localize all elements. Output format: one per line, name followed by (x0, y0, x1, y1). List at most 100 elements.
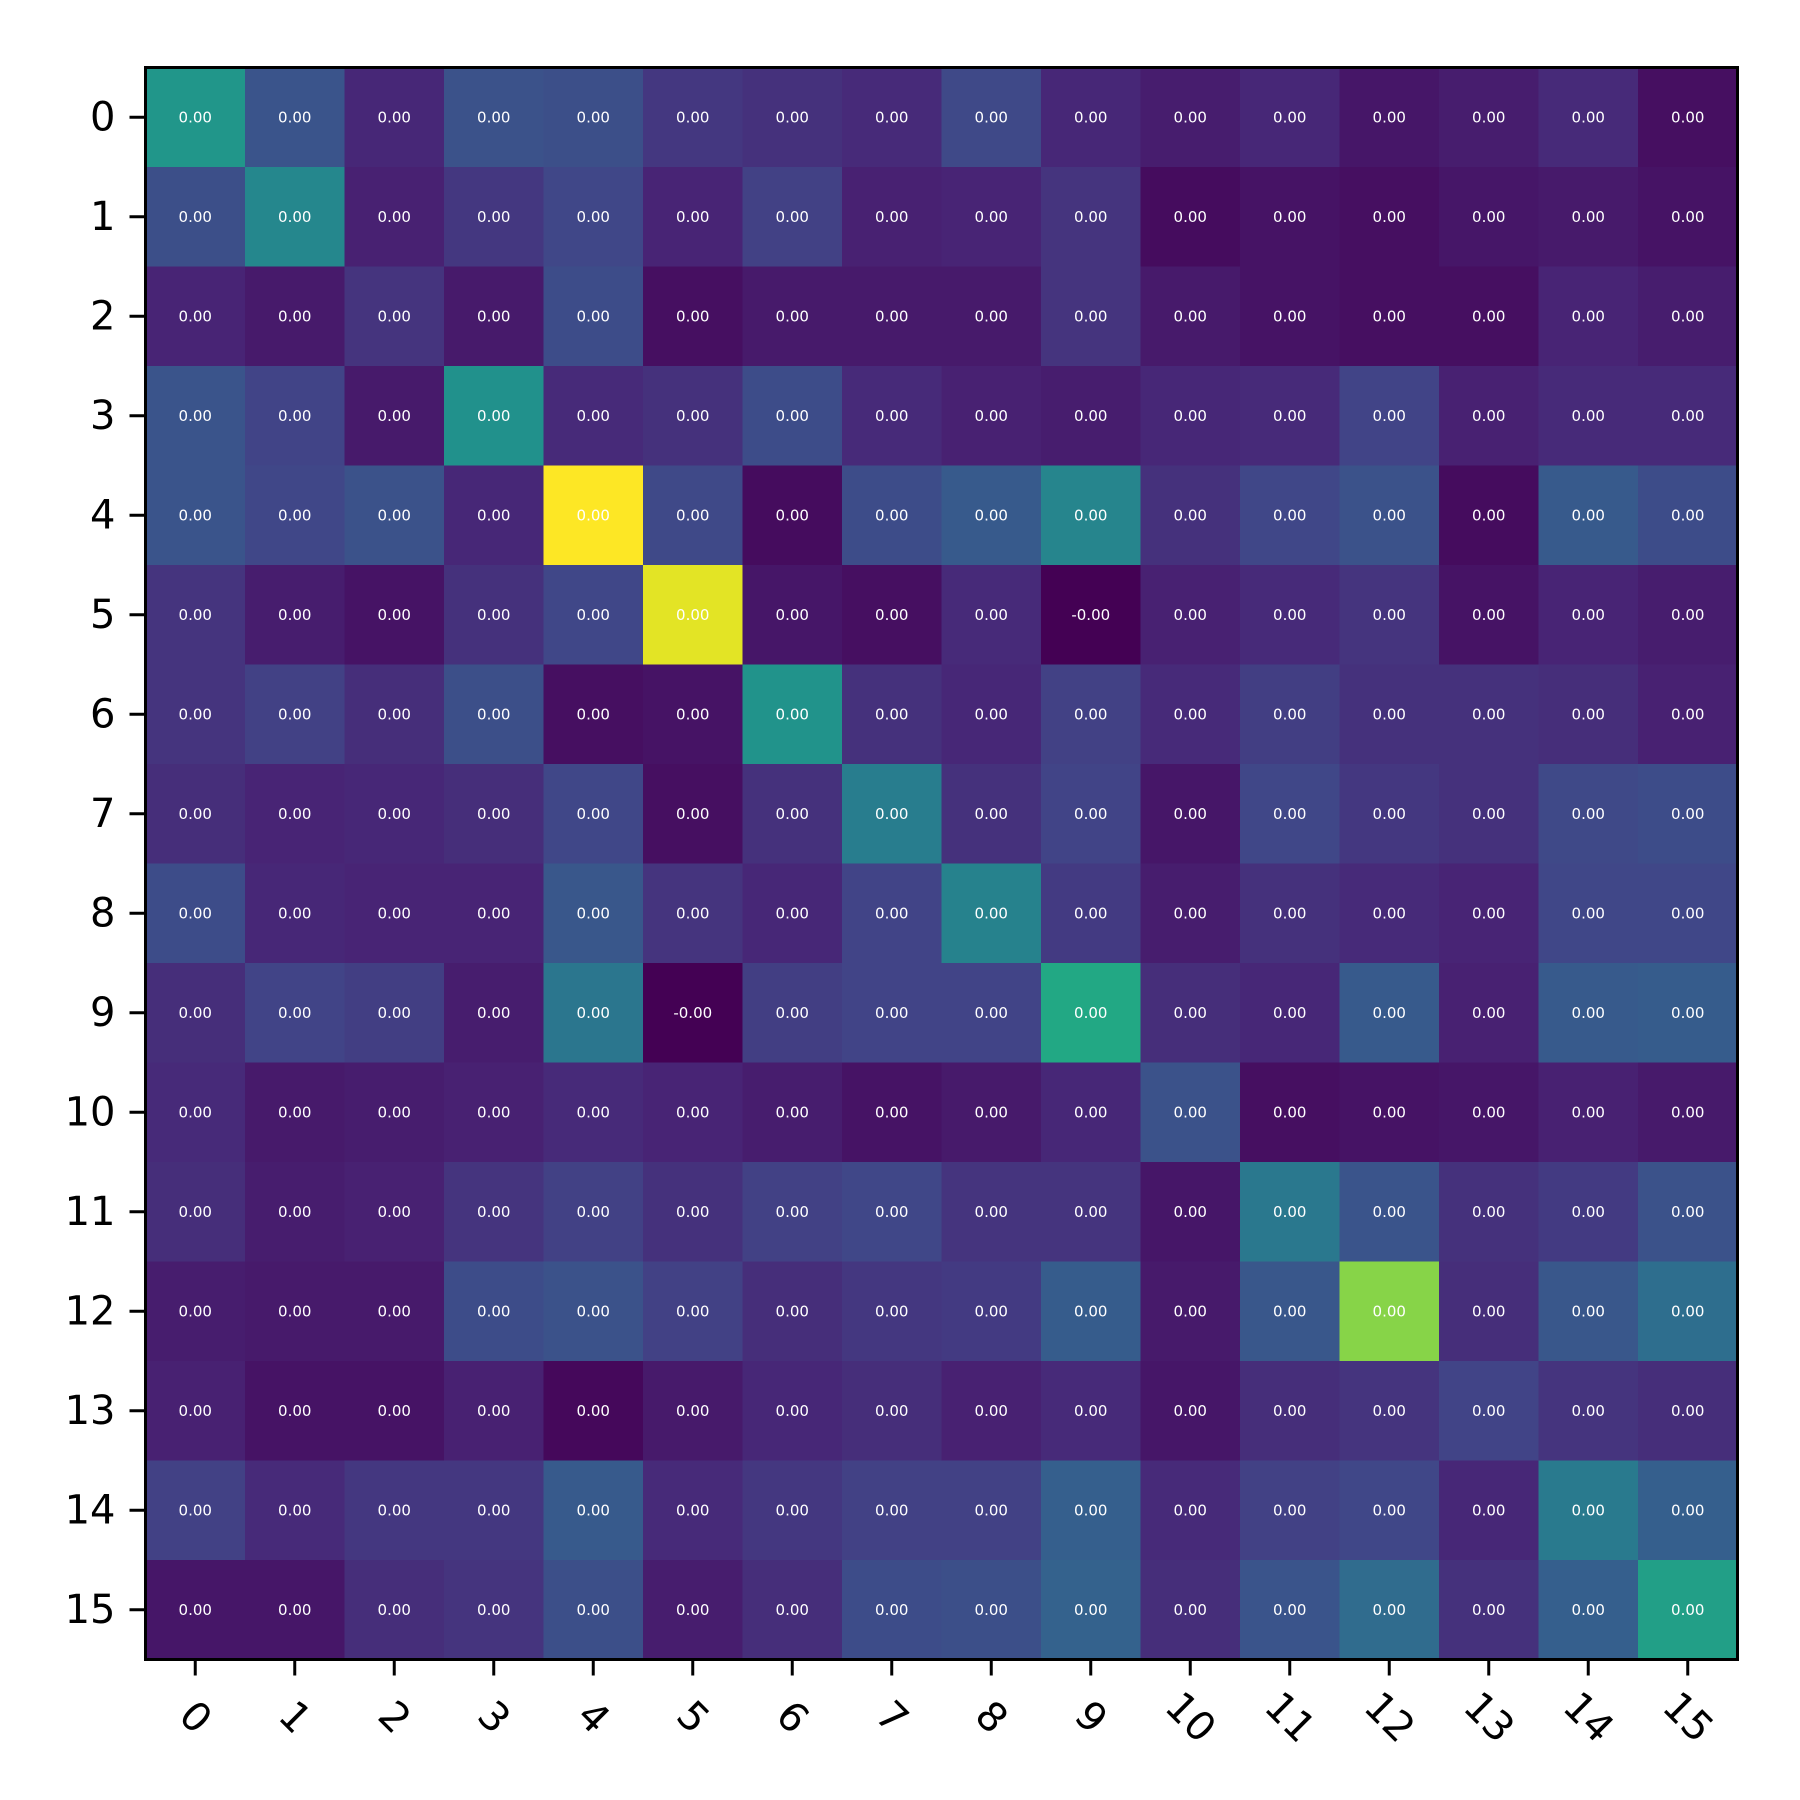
cell-value-label: 0.00 (1373, 1501, 1406, 1519)
cell-value-label: 0.00 (1074, 705, 1107, 723)
heatmap-cell (444, 664, 545, 765)
cell-value-label: 0.00 (875, 307, 908, 325)
heatmap-cell (1240, 863, 1341, 964)
heatmap-cell (941, 167, 1042, 268)
heatmap-cell (1041, 1361, 1142, 1462)
cell-value-label: 0.00 (1373, 1302, 1406, 1320)
y-tick-label: 0 (90, 94, 115, 140)
cell-value-label: 0.00 (975, 705, 1008, 723)
heatmap-cell (344, 664, 445, 765)
cell-value-label: 0.00 (1472, 1501, 1505, 1519)
cell-value-label: 0.00 (1273, 904, 1306, 922)
cell-value-label: 0.00 (776, 606, 809, 624)
heatmap-cell (344, 167, 445, 268)
y-tick-label: 2 (90, 293, 115, 339)
heatmap-cell (245, 366, 346, 467)
heatmap-cell (145, 1261, 246, 1362)
heatmap-cell (1439, 266, 1540, 367)
heatmap-cell (742, 764, 843, 865)
heatmap-cell (643, 67, 744, 168)
cell-value-label: 0.00 (1572, 1203, 1605, 1221)
cell-value-label: 0.00 (1174, 1601, 1207, 1619)
cell-value-label: 0.00 (1671, 1501, 1704, 1519)
heatmap-cell (1240, 366, 1341, 467)
cell-value-label: 0.00 (975, 1302, 1008, 1320)
heatmap-cell (941, 465, 1042, 566)
cell-value-label: 0.00 (776, 108, 809, 126)
cell-value-label: 0.00 (1074, 1302, 1107, 1320)
heatmap-cell (941, 764, 1042, 865)
heatmap-cell (1339, 1460, 1440, 1561)
cell-value-label: 0.00 (1174, 407, 1207, 425)
cell-value-label: 0.00 (477, 1601, 510, 1619)
cell-value-label: 0.00 (378, 1402, 411, 1420)
cell-value-label: 0.00 (278, 506, 311, 524)
heatmap-cell (145, 565, 246, 666)
heatmap-cell (1538, 565, 1639, 666)
cell-value-label: 0.00 (776, 805, 809, 823)
cell-value-label: 0.00 (1074, 208, 1107, 226)
heatmap-cell (842, 167, 943, 268)
heatmap-cell (543, 664, 644, 765)
y-tick-label: 12 (65, 1288, 116, 1334)
heatmap-cell (1439, 565, 1540, 666)
x-tick-label: 12 (1355, 1683, 1424, 1752)
cell-value-label: 0.00 (1373, 1103, 1406, 1121)
cell-value-label: 0.00 (278, 1203, 311, 1221)
cell-value-label: 0.00 (179, 1402, 212, 1420)
cell-value-label: 0.00 (975, 1501, 1008, 1519)
heatmap-cell (1140, 67, 1241, 168)
heatmap-cell (1439, 67, 1540, 168)
heatmap-cell (1638, 1560, 1739, 1661)
heatmap-cell (1240, 764, 1341, 865)
cell-value-label: 0.00 (1273, 108, 1306, 126)
cell-value-label: 0.00 (278, 606, 311, 624)
cell-value-label: 0.00 (1472, 805, 1505, 823)
heatmap-cell (842, 266, 943, 367)
cell-value-label: 0.00 (179, 407, 212, 425)
cell-value-label: 0.00 (676, 1203, 709, 1221)
heatmap-cell (842, 764, 943, 865)
cell-value-label: 0.00 (1472, 108, 1505, 126)
cell-value-label: 0.00 (179, 705, 212, 723)
heatmap-cell (742, 465, 843, 566)
cell-value-label: 0.00 (1174, 904, 1207, 922)
cell-value-label: 0.00 (975, 805, 1008, 823)
cell-value-label: 0.00 (776, 307, 809, 325)
heatmap-cell (543, 565, 644, 666)
heatmap-cell (643, 764, 744, 865)
cell-value-label: 0.00 (477, 904, 510, 922)
heatmap-cell (1240, 565, 1341, 666)
cell-value-label: 0.00 (1671, 407, 1704, 425)
heatmap-cell (543, 266, 644, 367)
cell-value-label: 0.00 (1572, 108, 1605, 126)
cell-value-label: 0.00 (278, 108, 311, 126)
heatmap-cell (1041, 67, 1142, 168)
cell-value-label: 0.00 (477, 407, 510, 425)
heatmap-cell (145, 863, 246, 964)
cell-value-label: 0.00 (1373, 606, 1406, 624)
heatmap-cell (941, 664, 1042, 765)
heatmap-cell (1140, 664, 1241, 765)
heatmap-cell (742, 565, 843, 666)
y-tick-label: 8 (90, 890, 115, 936)
heatmap-cell (1638, 1162, 1739, 1263)
heatmap-cell (245, 1560, 346, 1661)
cell-value-label: 0.00 (1572, 1501, 1605, 1519)
cell-value-label: 0.00 (676, 506, 709, 524)
cell-value-label: 0.00 (179, 1203, 212, 1221)
cell-value-label: 0.00 (378, 904, 411, 922)
cell-value-label: 0.00 (278, 1402, 311, 1420)
cell-value-label: 0.00 (1174, 1402, 1207, 1420)
heatmap-cell (842, 963, 943, 1064)
heatmap-cell (1339, 664, 1440, 765)
cell-value-label: 0.00 (1472, 1302, 1505, 1320)
cell-value-label: 0.00 (1671, 1601, 1704, 1619)
heatmap-cell (941, 1460, 1042, 1561)
heatmap-cell (742, 67, 843, 168)
heatmap-cell (742, 1361, 843, 1462)
heatmap-cell (145, 465, 246, 566)
heatmap-cell (742, 1460, 843, 1561)
heatmap-cell (941, 1162, 1042, 1263)
